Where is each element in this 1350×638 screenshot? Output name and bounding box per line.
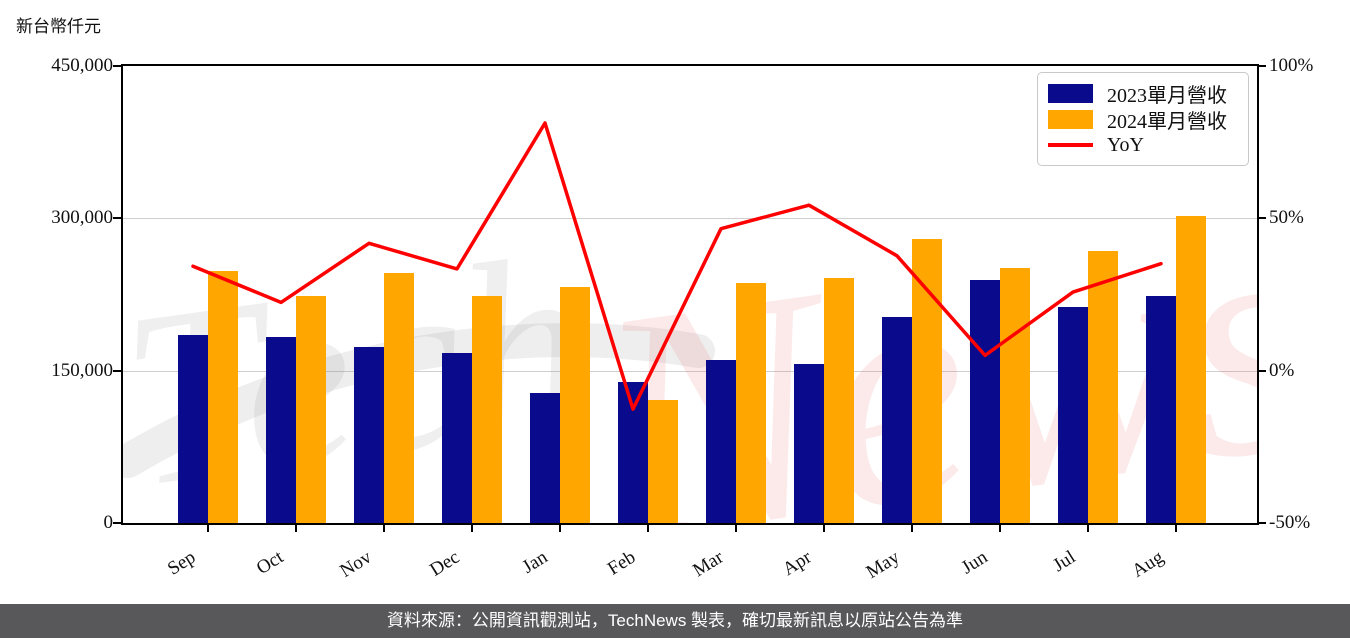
right-axis-tick-0%: [1257, 369, 1266, 372]
bar-2023單月營收-Dec: [442, 352, 472, 523]
legend-label-2023: 2023單月營收: [1107, 84, 1227, 107]
right-axis-tick--50%: [1257, 522, 1266, 524]
bar-2023單月營收-Mar: [706, 359, 736, 523]
x-axis-tick-Oct: [295, 523, 297, 532]
x-axis-tick-Sep: [207, 523, 209, 532]
x-axis-tick-Jan: [559, 523, 561, 532]
bar-2024單月營收-Jul: [1088, 250, 1118, 523]
bar-2024單月營收-Mar: [736, 283, 766, 523]
x-axis-tick-May: [911, 523, 913, 532]
x-axis-tick-Nov: [383, 523, 385, 532]
x-axis-tick-Aug: [1175, 523, 1177, 532]
x-axis-label-Jul: Jul: [1049, 546, 1080, 577]
legend: 2023單月營收 2024單月營收 YoY: [1037, 72, 1249, 166]
left-axis-label-300,000: 300,000: [51, 207, 113, 229]
left-axis-unit-label: 新台幣仟元: [16, 17, 101, 36]
left-axis-tick-300,000: [113, 217, 122, 220]
left-axis-label-0: 0: [103, 512, 114, 533]
bar-2024單月營收-Oct: [296, 295, 326, 523]
right-axis-label-100%: 100%: [1269, 55, 1314, 76]
x-axis-tick-Feb: [647, 523, 649, 532]
bar-2024單月營收-Apr: [824, 277, 854, 523]
bar-2023單月營收-Apr: [794, 364, 824, 523]
bar-2024單月營收-Sep: [208, 270, 238, 523]
left-axis-tick-0: [113, 522, 122, 524]
legend-label-2024: 2024單月營收: [1107, 110, 1227, 133]
x-axis-tick-Apr: [823, 523, 825, 532]
left-axis-label-450,000: 450,000: [51, 55, 113, 76]
bar-2023單月營收-Nov: [354, 346, 384, 523]
x-axis-label-Nov: Nov: [336, 546, 376, 582]
x-axis-tick-Mar: [735, 523, 737, 532]
legend-swatch-2023: [1048, 83, 1093, 103]
bar-2023單月營收-Oct: [266, 337, 296, 523]
x-axis-label-Apr: Apr: [779, 546, 816, 581]
x-axis-tick-Dec: [471, 523, 473, 532]
bar-2023單月營收-May: [882, 316, 912, 523]
right-axis-label-0%: 0%: [1269, 359, 1295, 381]
yoy-line: [191, 121, 1163, 411]
left-axis-tick-450,000: [113, 65, 122, 67]
left-axis-tick-150,000: [113, 369, 122, 372]
legend-item-2023: 2023單月營收: [1048, 80, 1238, 107]
bar-2023單月營收-Aug: [1146, 295, 1176, 523]
x-axis-tick-Jul: [1087, 523, 1089, 532]
right-axis-label--50%: -50%: [1269, 512, 1311, 533]
bar-2023單月營收-Jun: [970, 279, 1000, 523]
left-axis-label-150,000: 150,000: [51, 359, 113, 381]
x-axis-label-Dec: Dec: [426, 546, 464, 581]
bar-2024單月營收-Jun: [1000, 267, 1030, 523]
legend-swatch-2024: [1048, 109, 1093, 129]
bar-2024單月營收-Aug: [1176, 215, 1206, 523]
plot-inner: Tech News: [123, 66, 1257, 523]
legend-item-yoy: YoY: [1048, 132, 1238, 158]
x-axis-label-Mar: Mar: [689, 546, 728, 582]
bar-2023單月營收-Jul: [1058, 306, 1088, 523]
x-axis-label-Oct: Oct: [252, 546, 288, 580]
gridline-150,000: [123, 370, 1257, 372]
source-footer: 資料來源：公開資訊觀測站，TechNews 製表，確切最新訊息以原站公告為準: [0, 604, 1350, 638]
bar-2024單月營收-Jan: [560, 287, 590, 523]
right-axis-label-50%: 50%: [1269, 207, 1304, 229]
bar-2024單月營收-May: [912, 239, 942, 523]
x-axis-label-Aug: Aug: [1128, 546, 1168, 582]
bar-2024單月營收-Feb: [648, 399, 678, 523]
legend-item-2024: 2024單月營收: [1048, 106, 1238, 133]
bar-2024單月營收-Nov: [384, 273, 414, 523]
right-axis-tick-100%: [1257, 65, 1266, 67]
x-axis-label-Jan: Jan: [518, 546, 552, 578]
x-axis-label-May: May: [862, 546, 904, 583]
x-axis-tick-Jun: [999, 523, 1001, 532]
gridline-300,000: [123, 218, 1257, 220]
legend-swatch-yoy: [1048, 143, 1093, 147]
bar-2023單月營收-Jan: [530, 393, 560, 523]
yoy-polyline: [191, 121, 1163, 411]
x-axis-label-Feb: Feb: [604, 546, 640, 580]
right-axis-tick-50%: [1257, 217, 1266, 220]
bar-2024單月營收-Dec: [472, 296, 502, 523]
x-axis-label-Sep: Sep: [164, 546, 200, 580]
x-axis-label-Jun: Jun: [957, 546, 992, 579]
bar-2023單月營收-Sep: [178, 335, 208, 523]
legend-label-yoy: YoY: [1107, 133, 1144, 156]
